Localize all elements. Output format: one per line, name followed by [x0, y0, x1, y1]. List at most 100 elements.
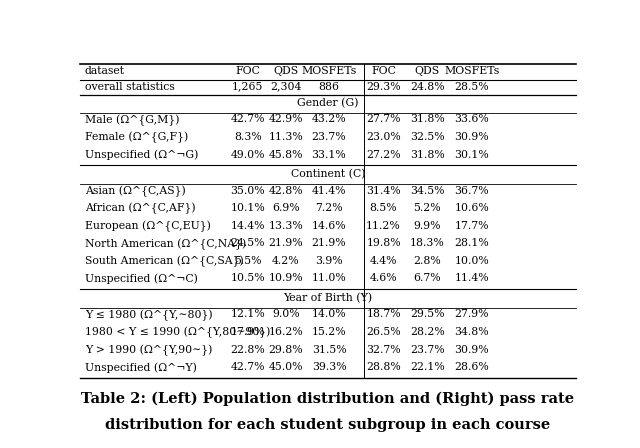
Text: 29.5%: 29.5%	[410, 310, 444, 319]
Text: FOC: FOC	[371, 66, 396, 76]
Text: North American (Ω^{C,NA}): North American (Ω^{C,NA})	[85, 238, 246, 250]
Text: 15.2%: 15.2%	[312, 327, 346, 337]
Text: 22.8%: 22.8%	[230, 345, 265, 354]
Text: 11.4%: 11.4%	[454, 273, 489, 284]
Text: 31.4%: 31.4%	[366, 185, 401, 195]
Text: 6.7%: 6.7%	[413, 273, 441, 284]
Text: 11.2%: 11.2%	[366, 221, 401, 231]
Text: 4.4%: 4.4%	[370, 256, 397, 266]
Text: 43.2%: 43.2%	[312, 114, 346, 125]
Text: 35.0%: 35.0%	[230, 185, 265, 195]
Text: 31.8%: 31.8%	[410, 150, 445, 159]
Text: 11.0%: 11.0%	[312, 273, 346, 284]
Text: distribution for each student subgroup in each course: distribution for each student subgroup i…	[106, 418, 550, 431]
Text: 30.1%: 30.1%	[454, 150, 489, 159]
Text: 13.3%: 13.3%	[268, 221, 303, 231]
Text: 18.3%: 18.3%	[410, 238, 445, 248]
Text: 33.6%: 33.6%	[454, 114, 489, 125]
Text: 9.0%: 9.0%	[272, 310, 300, 319]
Text: 41.4%: 41.4%	[312, 185, 346, 195]
Text: 26.5%: 26.5%	[366, 327, 401, 337]
Text: 21.9%: 21.9%	[312, 238, 346, 248]
Text: Table 2: (Left) Population distribution and (Right) pass rate: Table 2: (Left) Population distribution …	[81, 392, 575, 406]
Text: Female (Ω^{G,F}): Female (Ω^{G,F})	[85, 132, 188, 143]
Text: 45.0%: 45.0%	[269, 362, 303, 372]
Text: 36.7%: 36.7%	[454, 185, 489, 195]
Text: 2.8%: 2.8%	[413, 256, 441, 266]
Text: QDS: QDS	[415, 66, 440, 76]
Text: 39.3%: 39.3%	[312, 362, 346, 372]
Text: Y > 1990 (Ω^{Y,90∼}): Y > 1990 (Ω^{Y,90∼})	[85, 345, 212, 356]
Text: 14.4%: 14.4%	[230, 221, 265, 231]
Text: 5.2%: 5.2%	[413, 203, 441, 213]
Text: 34.5%: 34.5%	[410, 185, 444, 195]
Text: Y ≤ 1980 (Ω^{Y,∼80}): Y ≤ 1980 (Ω^{Y,∼80})	[85, 310, 212, 321]
Text: 31.8%: 31.8%	[410, 114, 445, 125]
Text: FOC: FOC	[236, 66, 260, 76]
Text: 8.5%: 8.5%	[370, 203, 397, 213]
Text: 10.9%: 10.9%	[269, 273, 303, 284]
Text: 10.6%: 10.6%	[454, 203, 489, 213]
Text: 10.1%: 10.1%	[230, 203, 265, 213]
Text: Continent (C): Continent (C)	[291, 169, 365, 180]
Text: European (Ω^{C,EU}): European (Ω^{C,EU})	[85, 221, 211, 232]
Text: 21.9%: 21.9%	[269, 238, 303, 248]
Text: 17.9%: 17.9%	[230, 327, 265, 337]
Text: African (Ω^{C,AF}): African (Ω^{C,AF})	[85, 203, 196, 215]
Text: 10.5%: 10.5%	[230, 273, 265, 284]
Text: 6.9%: 6.9%	[272, 203, 300, 213]
Text: 1,265: 1,265	[232, 82, 263, 92]
Text: Unspecified (Ω^¬C): Unspecified (Ω^¬C)	[85, 273, 198, 284]
Text: Asian (Ω^{C,AS}): Asian (Ω^{C,AS})	[85, 185, 186, 197]
Text: 3.9%: 3.9%	[315, 256, 343, 266]
Text: Year of Birth (Y): Year of Birth (Y)	[284, 293, 372, 303]
Text: 42.7%: 42.7%	[230, 114, 265, 125]
Text: 14.6%: 14.6%	[312, 221, 346, 231]
Text: 24.8%: 24.8%	[410, 82, 445, 92]
Text: 28.8%: 28.8%	[366, 362, 401, 372]
Text: Unspecified (Ω^¬G): Unspecified (Ω^¬G)	[85, 150, 198, 160]
Text: 4.6%: 4.6%	[370, 273, 397, 284]
Text: 31.5%: 31.5%	[312, 345, 346, 354]
Text: 4.2%: 4.2%	[272, 256, 300, 266]
Text: South American (Ω^{C,SA}): South American (Ω^{C,SA})	[85, 256, 244, 267]
Text: 18.7%: 18.7%	[366, 310, 401, 319]
Text: 42.8%: 42.8%	[269, 185, 303, 195]
Text: 9.9%: 9.9%	[413, 221, 441, 231]
Text: 42.9%: 42.9%	[269, 114, 303, 125]
Text: 17.7%: 17.7%	[454, 221, 489, 231]
Text: 45.8%: 45.8%	[269, 150, 303, 159]
Text: dataset: dataset	[85, 66, 125, 76]
Text: 23.7%: 23.7%	[312, 132, 346, 142]
Text: 12.1%: 12.1%	[230, 310, 265, 319]
Text: 28.5%: 28.5%	[454, 82, 489, 92]
Text: 33.1%: 33.1%	[312, 150, 346, 159]
Text: 32.5%: 32.5%	[410, 132, 445, 142]
Text: 49.0%: 49.0%	[230, 150, 265, 159]
Text: overall statistics: overall statistics	[85, 82, 175, 92]
Text: 19.8%: 19.8%	[366, 238, 401, 248]
Text: 29.8%: 29.8%	[269, 345, 303, 354]
Text: 29.3%: 29.3%	[366, 82, 401, 92]
Text: 24.5%: 24.5%	[230, 238, 265, 248]
Text: Gender (G): Gender (G)	[297, 98, 359, 108]
Text: MOSFETs: MOSFETs	[301, 66, 356, 76]
Text: QDS: QDS	[273, 66, 298, 76]
Text: 10.0%: 10.0%	[454, 256, 489, 266]
Text: Male (Ω^{G,M}): Male (Ω^{G,M})	[85, 114, 179, 126]
Text: 11.3%: 11.3%	[268, 132, 303, 142]
Text: 28.2%: 28.2%	[410, 327, 445, 337]
Text: 23.0%: 23.0%	[366, 132, 401, 142]
Text: 14.0%: 14.0%	[312, 310, 346, 319]
Text: MOSFETs: MOSFETs	[444, 66, 499, 76]
Text: 28.6%: 28.6%	[454, 362, 489, 372]
Text: 22.1%: 22.1%	[410, 362, 445, 372]
Text: Unspecified (Ω^¬Y): Unspecified (Ω^¬Y)	[85, 362, 197, 373]
Text: 28.1%: 28.1%	[454, 238, 489, 248]
Text: 27.2%: 27.2%	[366, 150, 401, 159]
Text: 1980 < Y ≤ 1990 (Ω^{Y,80∼90}): 1980 < Y ≤ 1990 (Ω^{Y,80∼90})	[85, 327, 270, 338]
Text: 8.3%: 8.3%	[234, 132, 262, 142]
Text: 30.9%: 30.9%	[454, 345, 489, 354]
Text: 5.5%: 5.5%	[234, 256, 261, 266]
Text: 2,304: 2,304	[270, 82, 301, 92]
